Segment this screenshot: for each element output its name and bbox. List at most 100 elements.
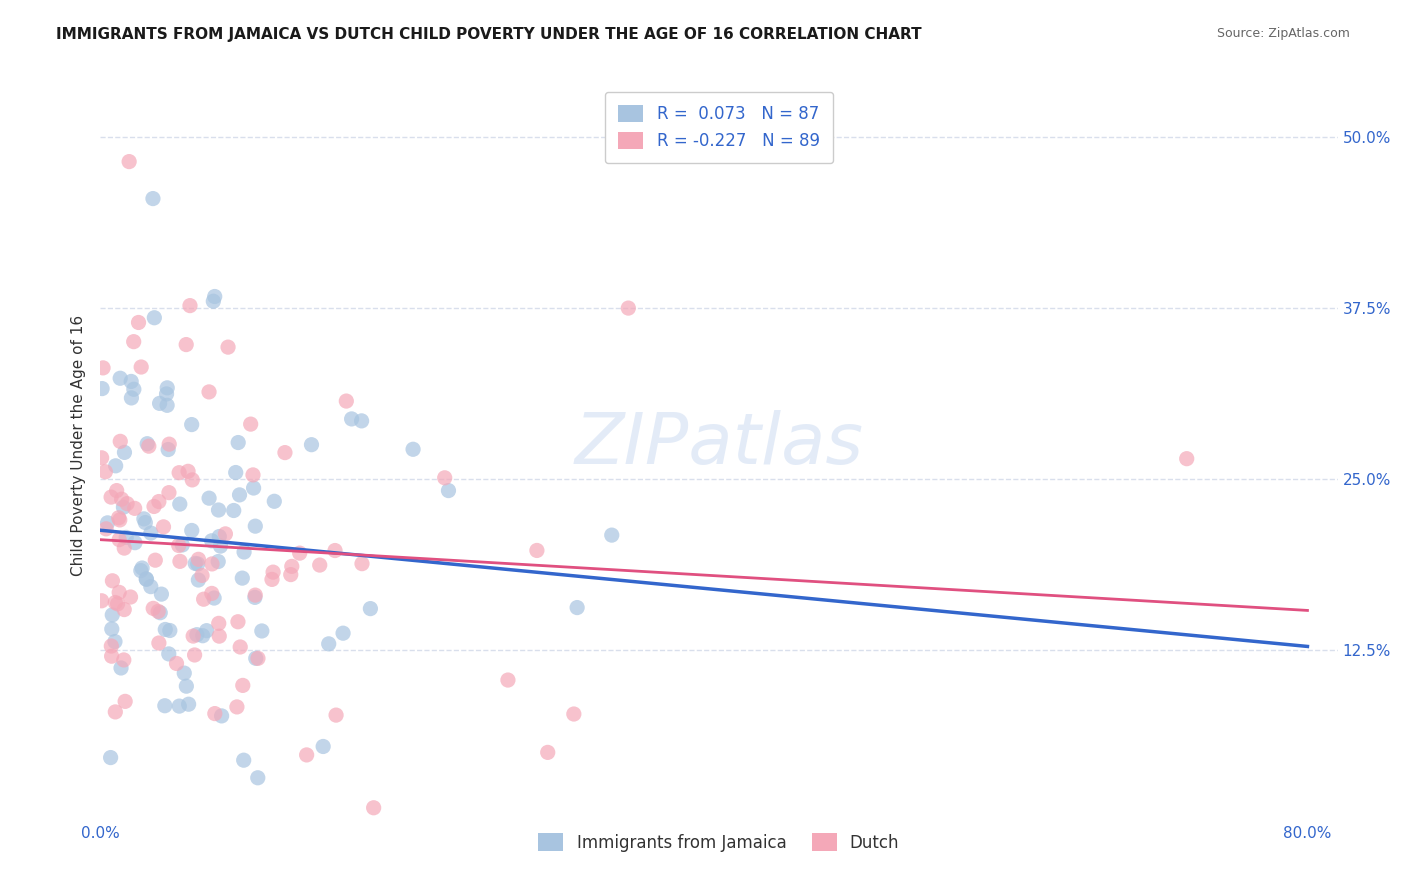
Immigrants from Jamaica xyxy=(115,530,138,544)
Immigrants from Jamaica xyxy=(101,622,124,636)
Dutch xyxy=(325,708,347,723)
Dutch xyxy=(496,673,519,687)
Dutch xyxy=(201,557,224,571)
Immigrants from Jamaica xyxy=(243,591,266,605)
Dutch xyxy=(105,483,128,498)
Dutch xyxy=(323,543,346,558)
Dutch xyxy=(115,497,138,511)
Immigrants from Jamaica xyxy=(104,634,127,648)
Dutch xyxy=(157,437,180,451)
Immigrants from Jamaica xyxy=(198,491,221,505)
Immigrants from Jamaica xyxy=(332,626,354,640)
Dutch xyxy=(166,657,188,671)
Immigrants from Jamaica xyxy=(233,545,256,559)
Immigrants from Jamaica xyxy=(176,679,198,693)
Immigrants from Jamaica xyxy=(124,535,146,549)
Immigrants from Jamaica xyxy=(184,557,207,571)
Dutch xyxy=(100,639,122,653)
Immigrants from Jamaica xyxy=(157,442,180,457)
Dutch xyxy=(107,510,129,524)
Immigrants from Jamaica xyxy=(340,412,363,426)
Dutch xyxy=(239,417,262,431)
Dutch xyxy=(177,464,200,478)
Immigrants from Jamaica xyxy=(139,580,162,594)
Immigrants from Jamaica xyxy=(350,414,373,428)
Immigrants from Jamaica xyxy=(209,539,232,553)
Dutch xyxy=(120,590,142,604)
Text: IMMIGRANTS FROM JAMAICA VS DUTCH CHILD POVERTY UNDER THE AGE OF 16 CORRELATION C: IMMIGRANTS FROM JAMAICA VS DUTCH CHILD P… xyxy=(56,27,922,42)
Dutch xyxy=(101,574,124,588)
Dutch xyxy=(191,568,214,582)
Immigrants from Jamaica xyxy=(312,739,335,754)
Immigrants from Jamaica xyxy=(191,629,214,643)
Immigrants from Jamaica xyxy=(437,483,460,498)
Immigrants from Jamaica xyxy=(91,382,114,396)
Dutch xyxy=(335,394,357,409)
Dutch xyxy=(198,384,221,399)
Dutch xyxy=(174,337,197,351)
Dutch xyxy=(118,154,141,169)
Dutch xyxy=(124,501,146,516)
Dutch xyxy=(274,445,297,459)
Dutch xyxy=(201,586,224,600)
Dutch xyxy=(169,554,191,568)
Immigrants from Jamaica xyxy=(112,500,135,515)
Immigrants from Jamaica xyxy=(139,526,162,541)
Dutch xyxy=(100,649,122,664)
Dutch xyxy=(350,557,373,571)
Immigrants from Jamaica xyxy=(114,445,136,459)
Dutch xyxy=(193,592,215,607)
Immigrants from Jamaica xyxy=(245,651,267,665)
Immigrants from Jamaica xyxy=(318,637,340,651)
Dutch xyxy=(232,678,254,692)
Immigrants from Jamaica xyxy=(159,624,181,638)
Dutch xyxy=(107,597,129,611)
Immigrants from Jamaica xyxy=(157,647,180,661)
Immigrants from Jamaica xyxy=(136,436,159,450)
Immigrants from Jamaica xyxy=(172,538,194,552)
Immigrants from Jamaica xyxy=(202,294,225,309)
Dutch xyxy=(537,745,560,759)
Immigrants from Jamaica xyxy=(150,587,173,601)
Dutch xyxy=(295,747,318,762)
Dutch xyxy=(152,520,174,534)
Dutch xyxy=(288,546,311,560)
Immigrants from Jamaica xyxy=(156,398,179,412)
Dutch xyxy=(183,648,205,662)
Immigrants from Jamaica xyxy=(110,661,132,675)
Immigrants from Jamaica xyxy=(149,396,172,410)
Immigrants from Jamaica xyxy=(204,289,226,303)
Dutch xyxy=(260,573,283,587)
Dutch xyxy=(94,522,117,536)
Dutch xyxy=(148,494,170,508)
Dutch xyxy=(108,513,131,527)
Immigrants from Jamaica xyxy=(187,573,209,587)
Dutch xyxy=(104,705,127,719)
Dutch xyxy=(280,567,302,582)
Dutch xyxy=(181,473,204,487)
Dutch xyxy=(242,467,264,482)
Dutch xyxy=(112,602,135,616)
Dutch xyxy=(167,539,190,553)
Immigrants from Jamaica xyxy=(207,503,229,517)
Immigrants from Jamaica xyxy=(104,458,127,473)
Immigrants from Jamaica xyxy=(120,391,142,405)
Immigrants from Jamaica xyxy=(169,699,191,714)
Immigrants from Jamaica xyxy=(202,591,225,605)
Dutch xyxy=(229,640,252,654)
Immigrants from Jamaica xyxy=(131,561,153,575)
Immigrants from Jamaica xyxy=(208,529,231,543)
Immigrants from Jamaica xyxy=(149,606,172,620)
Dutch xyxy=(104,595,127,609)
Dutch xyxy=(112,653,135,667)
Dutch xyxy=(108,533,131,547)
Immigrants from Jamaica xyxy=(101,607,124,622)
Dutch xyxy=(122,334,145,349)
Immigrants from Jamaica xyxy=(180,524,202,538)
Immigrants from Jamaica xyxy=(142,192,165,206)
Dutch xyxy=(308,558,330,572)
Immigrants from Jamaica xyxy=(177,697,200,711)
Immigrants from Jamaica xyxy=(250,624,273,638)
Dutch xyxy=(111,492,134,507)
Dutch xyxy=(114,694,136,708)
